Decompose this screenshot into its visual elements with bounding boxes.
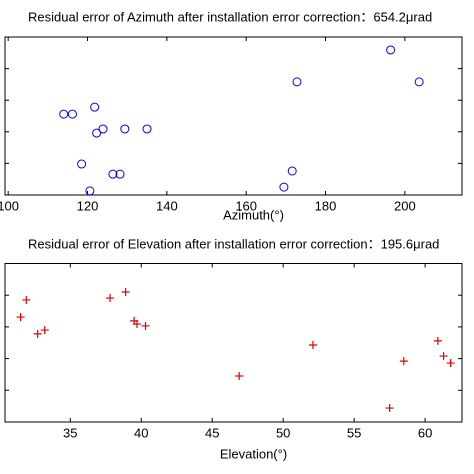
- x-tick-label: 160: [235, 198, 257, 213]
- x-tick-label: 200: [394, 198, 416, 213]
- chart-title: Residual error of Azimuth after installa…: [28, 9, 432, 24]
- data-point: [292, 77, 302, 87]
- data-point: [59, 109, 69, 119]
- data-point: [433, 336, 442, 345]
- data-point: [67, 109, 77, 119]
- x-axis-label: Azimuth(°): [223, 207, 284, 222]
- data-point: [121, 288, 130, 297]
- x-tick-label: 120: [77, 198, 99, 213]
- data-point: [85, 186, 95, 196]
- data-point: [414, 77, 424, 87]
- data-point: [40, 326, 49, 335]
- x-tick-label: 60: [418, 425, 432, 440]
- plot-frame: [4, 263, 463, 423]
- data-point: [77, 159, 87, 169]
- x-tick-label: 140: [156, 198, 178, 213]
- data-point: [120, 124, 130, 134]
- data-point: [98, 124, 108, 134]
- data-point: [90, 102, 100, 112]
- data-point: [439, 352, 448, 361]
- x-tick-label: 180: [315, 198, 337, 213]
- chart-title: Residual error of Elevation after instal…: [28, 236, 439, 251]
- x-tick-label: 50: [276, 425, 290, 440]
- data-point: [446, 359, 455, 368]
- data-point: [385, 404, 394, 413]
- data-point: [399, 357, 408, 366]
- data-point: [235, 372, 244, 381]
- data-point: [22, 295, 31, 304]
- data-point: [108, 169, 118, 179]
- data-point: [287, 166, 297, 176]
- data-point: [279, 182, 289, 192]
- x-tick-label: 100: [0, 198, 19, 213]
- data-point: [132, 320, 141, 329]
- data-point: [33, 329, 42, 338]
- x-tick-label: 45: [205, 425, 219, 440]
- data-point: [142, 124, 152, 134]
- x-axis-label: Elevation(°): [220, 446, 287, 461]
- data-point: [16, 313, 25, 322]
- data-point: [106, 294, 115, 303]
- plot-frame: [4, 36, 463, 196]
- data-point: [92, 128, 102, 138]
- x-tick-label: 35: [63, 425, 77, 440]
- data-point: [141, 321, 150, 330]
- data-point: [308, 340, 317, 349]
- data-point: [115, 169, 125, 179]
- x-tick-label: 55: [347, 425, 361, 440]
- data-point: [386, 45, 396, 55]
- x-tick-label: 40: [134, 425, 148, 440]
